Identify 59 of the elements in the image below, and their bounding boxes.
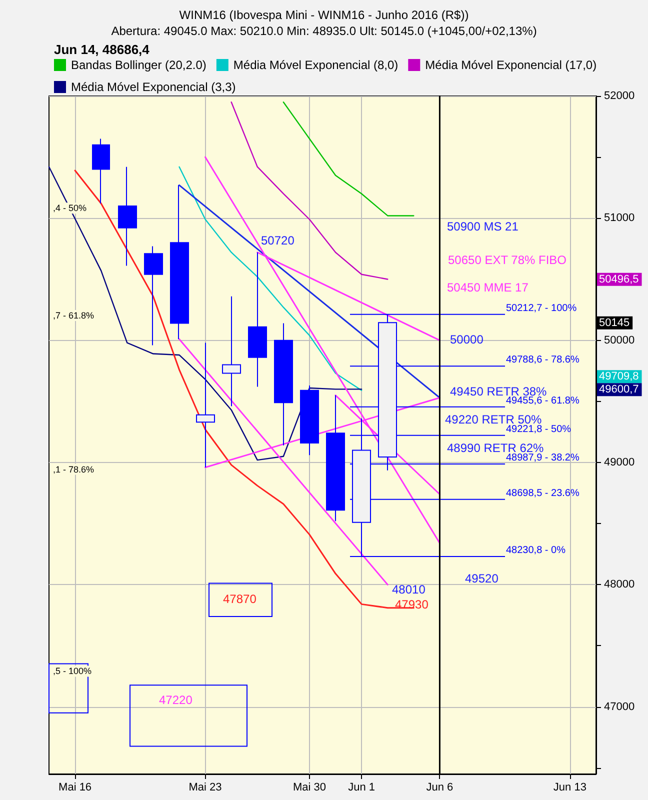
x-tick-label: Mai 16 [58,782,92,794]
chart-subtitle: Abertura: 49045.0 Max: 50210.0 Min: 48935.0 Ult: 50145.0 (+1045,00/+02,13%) [111,24,537,38]
candlestick [170,184,189,340]
candlestick [118,166,137,266]
annotation: 48010 [392,582,426,597]
ref-line-label: 48698,5 - 23.6% [506,488,580,499]
candlestick [326,394,345,522]
y-tick-label: 50000 [604,334,635,346]
annotation: 50650 EXT 78% FIBO [448,252,567,267]
annotation: 50720 [261,233,295,248]
annotation: ,1 - 78.6% [53,464,94,474]
chart-title: WINM16 (Ibovespa Mini - WINM16 - Junho 2016 (R$)) [179,8,469,22]
ref-line-label: 50212,7 - 100% [506,302,577,314]
y-tick-label: 49000 [604,456,635,468]
text: 49709,8 [599,370,639,383]
x-tick-label: Jun 6 [426,782,454,794]
text: 49600,7 [599,384,639,396]
annotation: 49220 RETR 50% [445,412,542,426]
ref-line-label: 49788,6 - 78.6% [506,354,580,366]
candlestick [274,322,293,446]
line-series [282,102,414,216]
ref-line-label: 49455,6 - 61.8% [506,395,580,406]
candlestick [222,296,241,407]
annotation: ,4 - 50% [53,203,87,214]
text: 50496,5 [599,273,639,286]
annotation: 49520 [465,572,499,586]
legend-label: Média Móvel Exponencial (17,0) [425,58,597,72]
ref-line-label: 49221,8 - 50% [506,424,572,435]
annotation: 50000 [450,332,484,347]
annotation: ,7 - 61.8% [53,310,94,321]
annotation: 50450 MME 17 [447,280,529,295]
x-tick-label: Jun 13 [553,782,586,794]
ref-line-label: 48230,8 - 0% [506,544,566,556]
candlestick [144,246,163,346]
x-tick-label: Jun 1 [348,782,376,794]
y-tick-label: 52000 [604,90,635,102]
x-tick-label: Mai 30 [292,782,326,794]
candlestick [248,252,267,388]
candlestick [300,385,319,456]
y-tick-label: 48000 [604,578,635,591]
legend-label: Média Móvel Exponencial (3,3) [71,80,236,94]
annotation: 48990 RETR 62% [447,440,544,455]
y-tick-label: 51000 [604,212,635,224]
candlestick [196,342,215,468]
candlestick [92,138,110,204]
x-tick-label: Mai 23 [188,782,222,794]
line-series [48,166,362,461]
legend-label: Média Móvel Exponencial (8,0) [233,58,398,72]
text: 50145 [599,316,630,329]
annotation: ,5 - 100% [53,666,92,676]
line-series [230,102,388,280]
annotation: 50900 MS 21 [447,220,519,234]
line-series [178,166,362,392]
annotation: 47220 [159,692,193,707]
ref-line-label: 48987,9 - 38.2% [506,452,580,464]
legend-title: Jun 14, 48686,4 [54,42,150,57]
annotation: 47870 [223,592,257,606]
legend-label: Bandas Bollinger (20,2.0) [71,58,206,72]
y-tick-label: 47000 [604,700,635,713]
